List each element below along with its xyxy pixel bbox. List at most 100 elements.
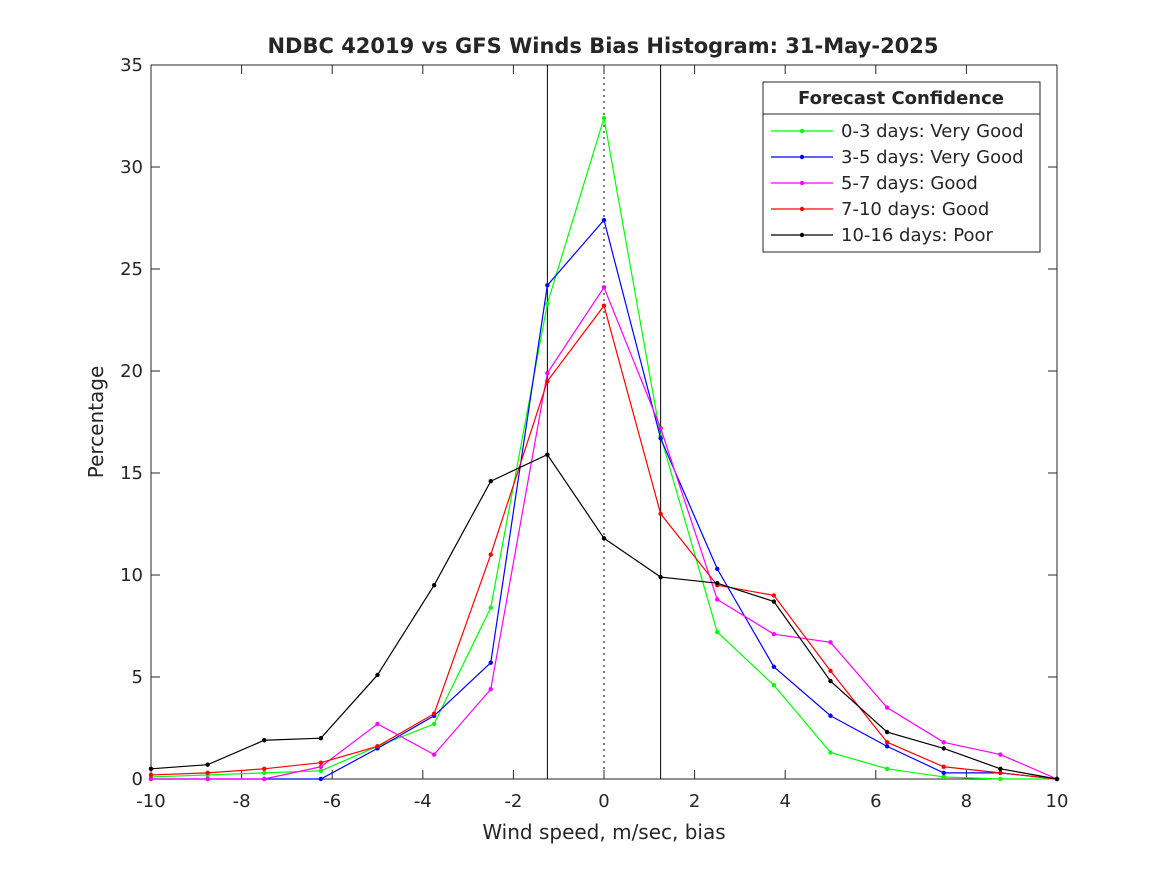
data-point: [488, 605, 493, 610]
data-point: [658, 574, 663, 580]
data-point: [375, 721, 380, 727]
data-point: [431, 752, 437, 757]
data-point: [1054, 776, 1060, 782]
legend-entry: 7-10 days: Good: [771, 199, 989, 220]
legend-swatch-marker: [799, 180, 805, 186]
data-point: [715, 629, 720, 635]
data-point: [941, 746, 946, 751]
x-tick-label: -2: [504, 791, 522, 812]
data-point: [658, 436, 663, 441]
data-point: [488, 687, 493, 692]
reference-lines: [546, 65, 662, 779]
data-point: [941, 764, 946, 769]
axis-ticks: -10 -8 -6 -4 -2 0 2 4 6 8 10 0 5 10 15 20 25 30 35: [120, 55, 1068, 812]
data-point: [884, 729, 890, 735]
data-point: [262, 770, 267, 776]
x-tick-label: -4: [414, 791, 432, 812]
data-point: [658, 511, 663, 516]
data-point: [318, 760, 324, 765]
data-point: [771, 664, 777, 669]
data-point: [601, 536, 607, 541]
data-point: [545, 452, 550, 457]
data-point: [828, 713, 833, 718]
data-point: [828, 640, 833, 645]
data-point: [375, 672, 380, 678]
x-tick-label: -10: [136, 791, 165, 812]
data-point: [488, 552, 493, 557]
series-10-16-days-poor: [148, 452, 1060, 782]
data-point: [941, 770, 946, 776]
legend-swatch-marker: [799, 206, 805, 212]
y-tick-label: 0: [132, 769, 143, 790]
data-point: [601, 285, 607, 290]
data-point: [771, 682, 777, 688]
data-point: [998, 752, 1003, 757]
x-tick-label: 2: [689, 791, 700, 812]
legend-label: 0-3 days: Very Good: [841, 121, 1024, 142]
series-5-7-days-good: [148, 285, 1060, 782]
series-7-10-days-good: [148, 303, 1060, 782]
data-point: [148, 776, 154, 782]
legend-entry: 0-3 days: Very Good: [771, 121, 1024, 142]
data-point: [262, 766, 267, 771]
data-point: [998, 776, 1003, 782]
data-point: [318, 768, 324, 774]
data-point: [941, 774, 946, 780]
data-point: [262, 776, 267, 782]
x-tick-label: 10: [1046, 791, 1069, 812]
data-point: [431, 583, 437, 588]
data-point: [884, 766, 890, 771]
legend-entry: 3-5 days: Very Good: [771, 147, 1024, 168]
x-tick-label: 8: [961, 791, 972, 812]
data-point: [375, 744, 380, 749]
data-point: [488, 660, 493, 665]
data-point: [658, 425, 663, 431]
legend-box: [762, 81, 1041, 253]
y-tick-label: 20: [120, 361, 143, 382]
x-tick-label: 0: [598, 791, 609, 812]
data-point: [715, 566, 720, 572]
data-point: [318, 764, 324, 769]
y-tick-label: 10: [120, 565, 143, 586]
data-point: [148, 772, 154, 778]
data-point: [318, 776, 324, 782]
data-point: [545, 301, 550, 306]
data-point: [884, 740, 890, 745]
legend-label: 5-7 days: Good: [841, 173, 978, 194]
data-point: [601, 303, 607, 308]
series-lines: [148, 115, 1060, 782]
x-axis-label: Wind speed, m/sec, bias: [482, 820, 725, 844]
y-tick-label: 30: [120, 157, 143, 178]
legend-title: Forecast Confidence: [798, 88, 1004, 109]
data-point: [884, 705, 890, 710]
y-tick-label: 5: [132, 667, 143, 688]
data-point: [205, 762, 210, 767]
legend-label: 3-5 days: Very Good: [841, 147, 1024, 168]
legend-swatch-marker: [799, 154, 805, 160]
data-point: [771, 599, 777, 604]
x-tick-label: -6: [323, 791, 341, 812]
legend-entry: 5-7 days: Good: [771, 173, 978, 194]
data-point: [998, 766, 1003, 771]
data-point: [884, 744, 890, 749]
y-tick-label: 25: [120, 259, 143, 280]
x-tick-label: 4: [779, 791, 790, 812]
data-point: [828, 678, 833, 684]
data-point: [431, 721, 437, 727]
data-point: [601, 115, 607, 121]
data-point: [771, 593, 777, 598]
y-tick-label: 35: [120, 55, 143, 76]
legend-swatch-marker: [799, 232, 805, 238]
data-point: [205, 776, 210, 782]
data-point: [828, 750, 833, 755]
data-point: [998, 770, 1003, 776]
legend-swatch-marker: [799, 128, 805, 134]
legend-label: 7-10 days: Good: [841, 199, 989, 220]
data-point: [545, 283, 550, 288]
data-point: [545, 370, 550, 376]
data-point: [545, 379, 550, 384]
chart-title: NDBC 42019 vs GFS Winds Bias Histogram: …: [267, 34, 938, 58]
x-tick-label: -8: [233, 791, 251, 812]
data-point: [431, 711, 437, 716]
